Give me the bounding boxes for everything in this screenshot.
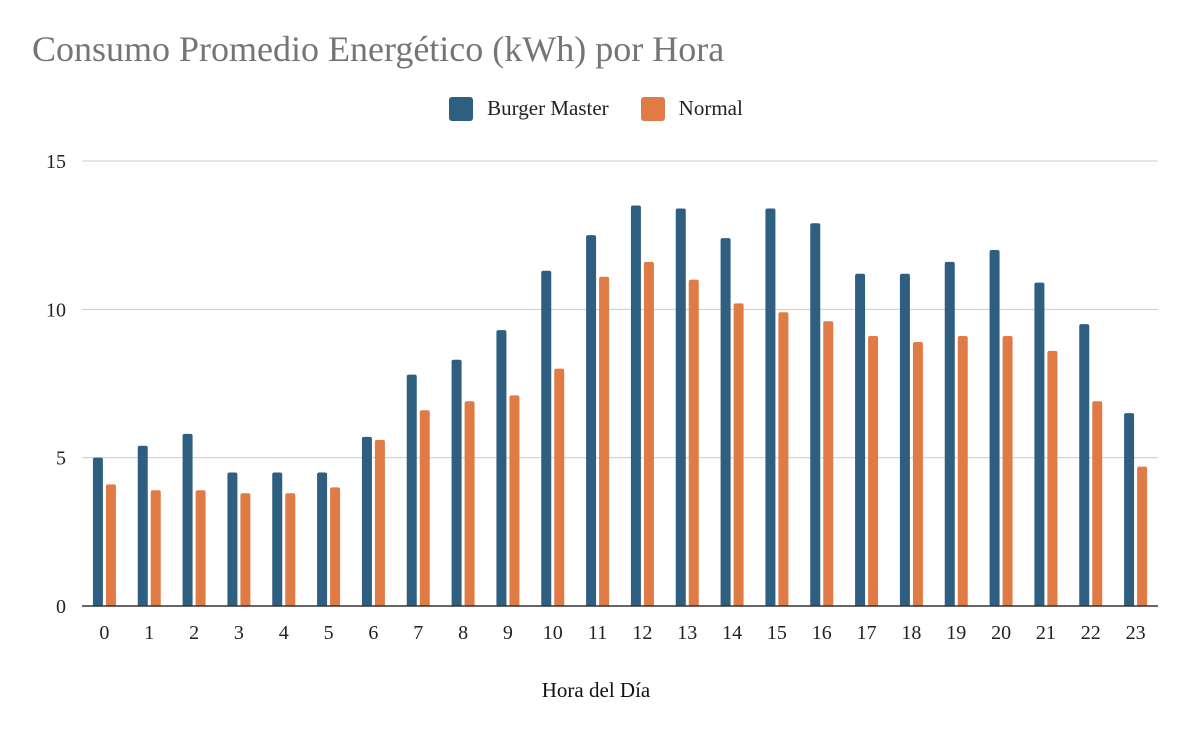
- bar-normal-11: [599, 276, 610, 606]
- y-tick-label: 15: [46, 151, 66, 173]
- bar-burger-master-17: [855, 273, 866, 606]
- x-tick-label: 7: [413, 622, 423, 644]
- bar-normal-8: [464, 401, 475, 606]
- y-tick-label: 10: [46, 299, 66, 321]
- x-tick-label: 22: [1081, 622, 1101, 644]
- bar-burger-master-7: [406, 374, 417, 606]
- chart-title: Consumo Promedio Energético (kWh) por Ho…: [32, 29, 725, 69]
- legend-item-normal: Normal: [640, 96, 743, 121]
- bar-burger-master-18: [899, 273, 910, 606]
- bar-normal-17: [868, 336, 879, 606]
- bar-normal-15: [778, 312, 789, 606]
- bar-normal-0: [105, 484, 116, 606]
- bar-normal-3: [240, 493, 251, 606]
- bar-normal-23: [1137, 466, 1148, 606]
- bar-burger-master-14: [720, 238, 731, 606]
- bar-burger-master-4: [272, 472, 283, 606]
- bar-burger-master-2: [182, 433, 193, 606]
- bar-normal-10: [554, 368, 565, 606]
- bar-burger-master-5: [317, 472, 328, 606]
- x-tick-label: 5: [324, 622, 334, 644]
- bar-burger-master-19: [944, 261, 955, 606]
- bar-burger-master-1: [137, 445, 148, 606]
- x-tick-label: 18: [901, 622, 921, 644]
- x-tick-label: 14: [722, 622, 742, 644]
- legend-swatch-normal: [640, 96, 665, 121]
- legend: Burger Master Normal: [0, 96, 1192, 121]
- x-tick-label: 15: [767, 622, 787, 644]
- bar-normal-4: [285, 493, 296, 606]
- bar-normal-14: [733, 303, 744, 606]
- bar-normal-7: [419, 410, 430, 606]
- bar-burger-master-8: [451, 359, 462, 606]
- bar-normal-2: [195, 490, 206, 606]
- x-tick-label: 21: [1036, 622, 1056, 644]
- x-tick-label: 13: [677, 622, 697, 644]
- bar-normal-6: [374, 439, 385, 606]
- bar-burger-master-21: [1034, 282, 1045, 606]
- x-tick-label: 10: [543, 622, 563, 644]
- x-tick-label: 20: [991, 622, 1011, 644]
- bar-normal-12: [643, 261, 654, 606]
- x-tick-label: 17: [857, 622, 877, 644]
- bar-burger-master-0: [92, 457, 103, 606]
- x-tick-label: 16: [812, 622, 832, 644]
- x-tick-label: 3: [234, 622, 244, 644]
- bar-burger-master-9: [496, 330, 507, 606]
- bar-burger-master-16: [810, 223, 821, 607]
- x-tick-label: 9: [503, 622, 513, 644]
- x-tick-label: 19: [946, 622, 966, 644]
- bar-burger-master-20: [989, 250, 1000, 606]
- bar-burger-master-22: [1079, 324, 1090, 606]
- x-tick-label: 2: [189, 622, 199, 644]
- x-tick-label: 23: [1126, 622, 1146, 644]
- bar-normal-9: [509, 395, 520, 606]
- bar-normal-18: [912, 341, 923, 606]
- bar-burger-master-23: [1124, 413, 1135, 606]
- x-tick-label: 4: [279, 622, 289, 644]
- x-tick-label: 6: [368, 622, 378, 644]
- bar-normal-13: [688, 279, 699, 606]
- bar-burger-master-11: [586, 235, 597, 606]
- legend-swatch-burger-master: [449, 96, 474, 121]
- x-tick-label: 12: [632, 622, 652, 644]
- bar-normal-16: [823, 321, 834, 606]
- bar-normal-19: [957, 336, 968, 606]
- legend-label-normal: Normal: [678, 96, 743, 120]
- bar-normal-22: [1092, 401, 1103, 606]
- bar-burger-master-10: [541, 270, 552, 606]
- x-tick-label: 1: [144, 622, 154, 644]
- bar-normal-1: [150, 490, 161, 606]
- x-tick-label: 0: [99, 622, 109, 644]
- bar-normal-21: [1047, 350, 1058, 606]
- y-tick-label: 0: [56, 596, 66, 618]
- bar-burger-master-3: [227, 472, 238, 606]
- bar-burger-master-15: [765, 208, 776, 606]
- bar-burger-master-13: [675, 208, 686, 606]
- legend-label-burger-master: Burger Master: [487, 96, 609, 120]
- x-tick-label: 8: [458, 622, 468, 644]
- x-axis-label: Hora del Día: [541, 678, 651, 702]
- bar-normal-20: [1002, 336, 1013, 606]
- y-tick-label: 5: [56, 448, 66, 470]
- legend-item-burger-master: Burger Master: [449, 96, 609, 121]
- bar-burger-master-12: [630, 205, 641, 606]
- bar-normal-5: [330, 487, 341, 606]
- x-tick-label: 11: [588, 622, 607, 644]
- bar-burger-master-6: [361, 436, 372, 606]
